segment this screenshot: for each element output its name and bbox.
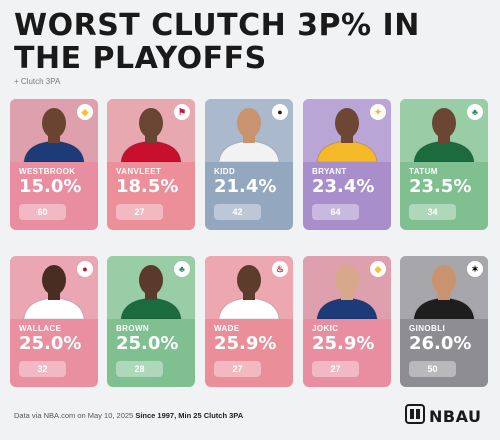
player-card: ♨ WADE 25.9% 27 [205, 256, 293, 387]
player-card: ● KIDD 21.4% 42 [205, 99, 293, 230]
rockets-logo: ⚑ [174, 104, 190, 120]
clutch-3p-pct: 25.0% [116, 333, 179, 354]
spurs-logo: ✶ [467, 261, 483, 277]
clutch-3pa-badge: 60 [19, 204, 66, 220]
page-title: WORST CLUTCH 3P% IN THE PLAYOFFS [14, 8, 420, 76]
clutch-3pa-badge: 27 [214, 361, 261, 377]
clutch-3pa-badge: 28 [116, 361, 163, 377]
player-name: JOKIC [312, 324, 339, 333]
brand-name: NBAU [429, 407, 482, 426]
celtics-logo: ♣ [467, 104, 483, 120]
clutch-3p-pct: 18.5% [116, 176, 179, 197]
celtics-logo: ♣ [174, 261, 190, 277]
player-card: ♣ TATUM 23.5% 34 [400, 99, 488, 230]
player-name: TATUM [409, 167, 438, 176]
player-card: ⚑ VANVLEET 18.5% 27 [107, 99, 195, 230]
lakers-logo: ✦ [370, 104, 386, 120]
brand: NBAU [405, 404, 481, 429]
nuggets-logo: ◆ [77, 104, 93, 120]
player-name: GINOBLI [409, 324, 446, 333]
player-name: KIDD [214, 167, 236, 176]
player-photo [205, 99, 293, 162]
player-card: ◆ WESTBROOK 15.0% 60 [10, 99, 98, 230]
player-name: BRYANT [312, 167, 347, 176]
clutch-3pa-badge: 64 [312, 204, 359, 220]
player-card: ◆ JOKIC 25.9% 27 [303, 256, 391, 387]
clutch-3p-pct: 25.0% [19, 333, 82, 354]
player-card: ✦ BRYANT 23.4% 64 [303, 99, 391, 230]
nets-logo: ● [272, 104, 288, 120]
player-card: ♣ BROWN 25.0% 28 [107, 256, 195, 387]
player-photo [10, 256, 98, 319]
pistons-logo: ● [77, 261, 93, 277]
player-photo [400, 256, 488, 319]
clutch-3p-pct: 21.4% [214, 176, 277, 197]
clutch-3pa-badge: 32 [19, 361, 66, 377]
criteria-text: Since 1997, Min 25 Clutch 3PA [135, 411, 244, 420]
player-card: ✶ GINOBLI 26.0% 50 [400, 256, 488, 387]
player-photo [303, 99, 391, 162]
player-card: ● WALLACE 25.0% 32 [10, 256, 98, 387]
player-photo [107, 256, 195, 319]
clutch-3p-pct: 15.0% [19, 176, 82, 197]
clutch-3pa-badge: 42 [214, 204, 261, 220]
clutch-3pa-badge: 27 [312, 361, 359, 377]
nbau-logo-icon [405, 404, 425, 429]
clutch-3p-pct: 25.9% [214, 333, 277, 354]
clutch-3p-pct: 23.5% [409, 176, 472, 197]
player-name: WESTBROOK [19, 167, 76, 176]
clutch-3p-pct: 26.0% [409, 333, 472, 354]
player-name: WADE [214, 324, 240, 333]
clutch-3p-pct: 25.9% [312, 333, 375, 354]
player-name: WALLACE [19, 324, 62, 333]
nuggets-logo: ◆ [370, 261, 386, 277]
player-name: VANVLEET [116, 167, 162, 176]
footer-note: Data via NBA.com on May 10, 2025 Since 1… [14, 411, 243, 420]
clutch-3p-pct: 23.4% [312, 176, 375, 197]
clutch-3pa-badge: 27 [116, 204, 163, 220]
subtitle: + Clutch 3PA [14, 77, 61, 86]
heat-logo: ♨ [272, 261, 288, 277]
clutch-3pa-badge: 50 [409, 361, 456, 377]
clutch-3pa-badge: 34 [409, 204, 456, 220]
player-name: BROWN [116, 324, 150, 333]
source-text: Data via NBA.com on May 10, 2025 [14, 411, 134, 420]
